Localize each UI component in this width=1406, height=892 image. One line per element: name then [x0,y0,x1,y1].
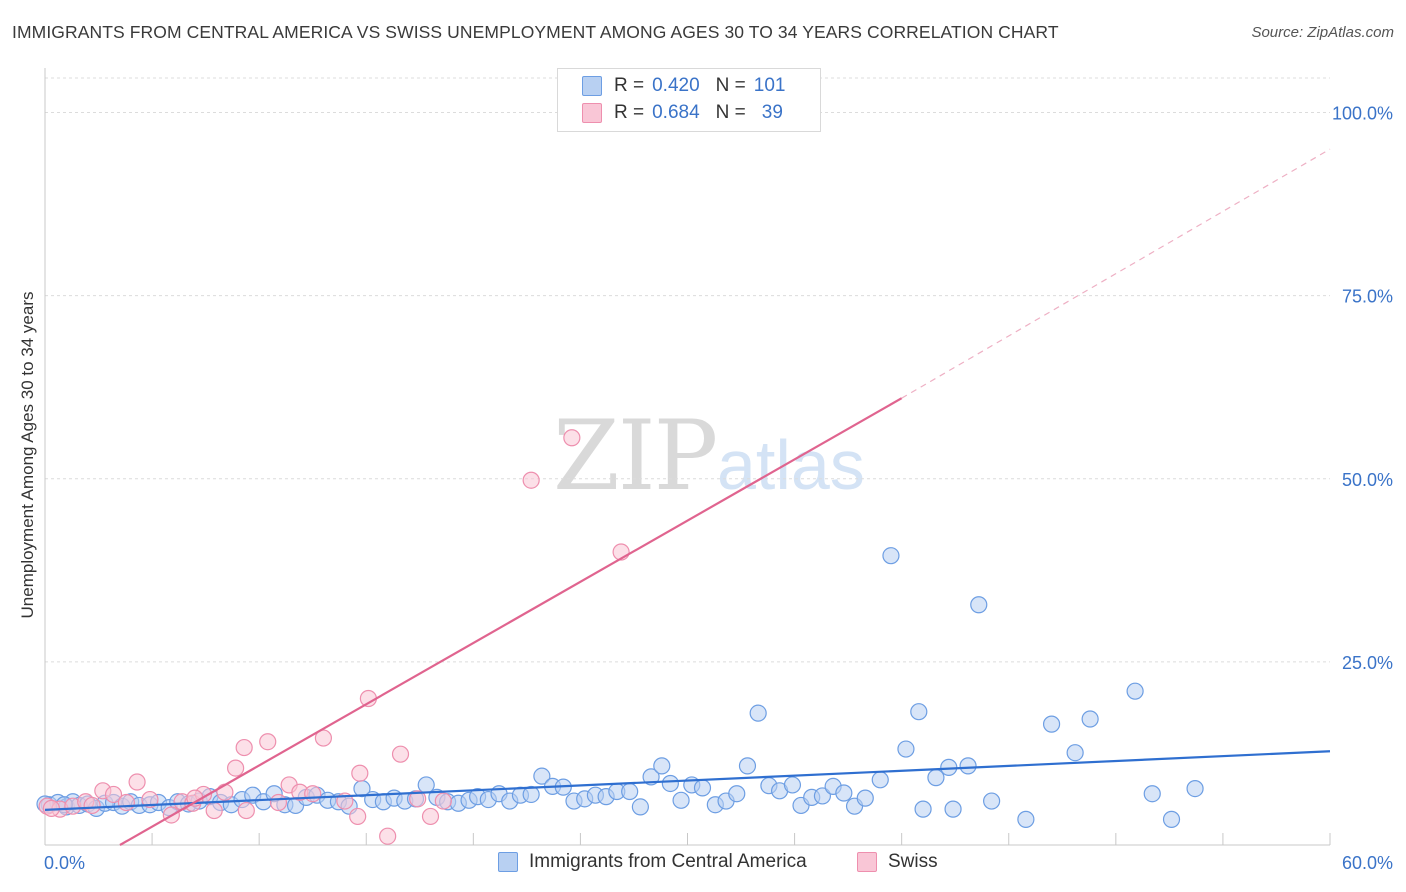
bottom-legend-immigrants: Immigrants from Central America [498,851,807,873]
data-point-immigrants [1042,715,1061,733]
data-point-immigrants [983,792,1001,810]
correlation-legend: R = 0.420 N = 101 R = 0.684 N = 39 [557,68,821,132]
legend-n-value: 101 [753,75,786,96]
data-point-immigrants [783,776,802,794]
data-point-immigrants [970,596,988,614]
data-point-immigrants [813,787,832,805]
data-point-immigrants [959,757,977,775]
legend-row-immigrants: R = 0.420 N = 101 [582,73,785,99]
legend-n-label: N = [715,75,746,96]
data-point-immigrants [944,800,962,818]
data-point-swiss [409,790,427,808]
legend-r-label: R = [614,102,645,123]
x-tick-label: 60.0% [1342,853,1393,873]
data-point-swiss [117,793,135,812]
data-point-swiss [434,792,452,810]
data-point-swiss [128,773,146,791]
legend-swatch-blue [582,76,602,96]
y-tick-label: 75.0% [1342,287,1393,307]
data-point-immigrants [749,704,767,722]
data-point-immigrants [631,798,649,816]
data-point-immigrants [522,785,540,804]
data-point-immigrants [1143,785,1161,803]
data-point-immigrants [661,774,679,793]
legend-swatch-pink [857,852,877,872]
data-point-swiss [379,827,397,845]
data-point-immigrants [653,757,671,775]
data-point-swiss [259,733,277,751]
legend-n-label: N = [715,102,746,123]
data-point-immigrants [856,789,874,807]
data-point-swiss [522,471,540,489]
legend-r-value: 0.684 [652,102,700,123]
data-point-swiss [563,429,581,447]
data-point-swiss [235,738,253,757]
data-point-swiss [351,764,369,782]
data-point-immigrants [871,771,889,789]
trend-line-swiss [119,397,903,846]
data-point-immigrants [728,785,746,803]
legend-series-label: Immigrants from Central America [529,851,807,872]
data-point-immigrants [1126,682,1144,700]
data-point-immigrants [882,547,900,565]
data-point-swiss [349,807,367,826]
data-point-swiss [227,759,245,777]
data-point-immigrants [738,757,757,775]
data-point-swiss [391,745,410,763]
legend-swatch-blue [498,852,518,872]
data-point-swiss [141,790,159,809]
bottom-legend-swiss: Swiss [857,851,938,873]
data-point-immigrants [1081,710,1099,728]
data-point-immigrants [1066,744,1084,762]
legend-r-label: R = [614,75,645,96]
data-point-immigrants [693,779,712,797]
data-point-swiss [216,783,234,801]
x-tick-label: 0.0% [44,853,85,873]
data-point-immigrants [672,791,690,809]
legend-r-value: 0.420 [652,75,700,96]
trend-line-immigrants [44,750,1331,811]
data-point-immigrants [1017,810,1035,828]
y-tick-label: 25.0% [1342,653,1393,673]
data-point-immigrants [914,800,932,818]
data-point-swiss [304,785,322,803]
legend-swatch-pink [582,103,602,123]
data-point-swiss [104,785,123,804]
data-point-immigrants [897,740,915,758]
y-tick-label: 100.0% [1332,104,1393,124]
y-tick-label: 50.0% [1342,470,1393,490]
data-point-swiss [421,807,440,826]
data-point-swiss [83,796,101,815]
data-point-immigrants [927,769,945,787]
legend-row-swiss: R = 0.684 N = 39 [582,100,783,126]
data-point-swiss [237,801,255,820]
trend-line-swiss-extension [901,148,1331,399]
legend-series-label: Swiss [888,851,938,872]
data-point-immigrants [533,767,551,785]
chart-title: IMMIGRANTS FROM CENTRAL AMERICA VS SWISS… [12,22,1059,42]
data-point-immigrants [835,784,853,802]
data-point-immigrants [1186,779,1204,798]
data-point-immigrants [642,768,660,786]
data-point-immigrants [1162,810,1181,828]
data-point-swiss [269,793,288,812]
legend-n-value: 39 [761,102,783,123]
watermark-zip: ZIP [553,400,718,512]
source-credit: Source: ZipAtlas.com [1251,24,1394,41]
data-point-swiss [314,729,333,747]
watermark-atlas: atlas [717,426,865,504]
data-point-immigrants [910,703,928,721]
data-point-swiss [205,801,223,820]
data-point-immigrants [621,782,639,801]
